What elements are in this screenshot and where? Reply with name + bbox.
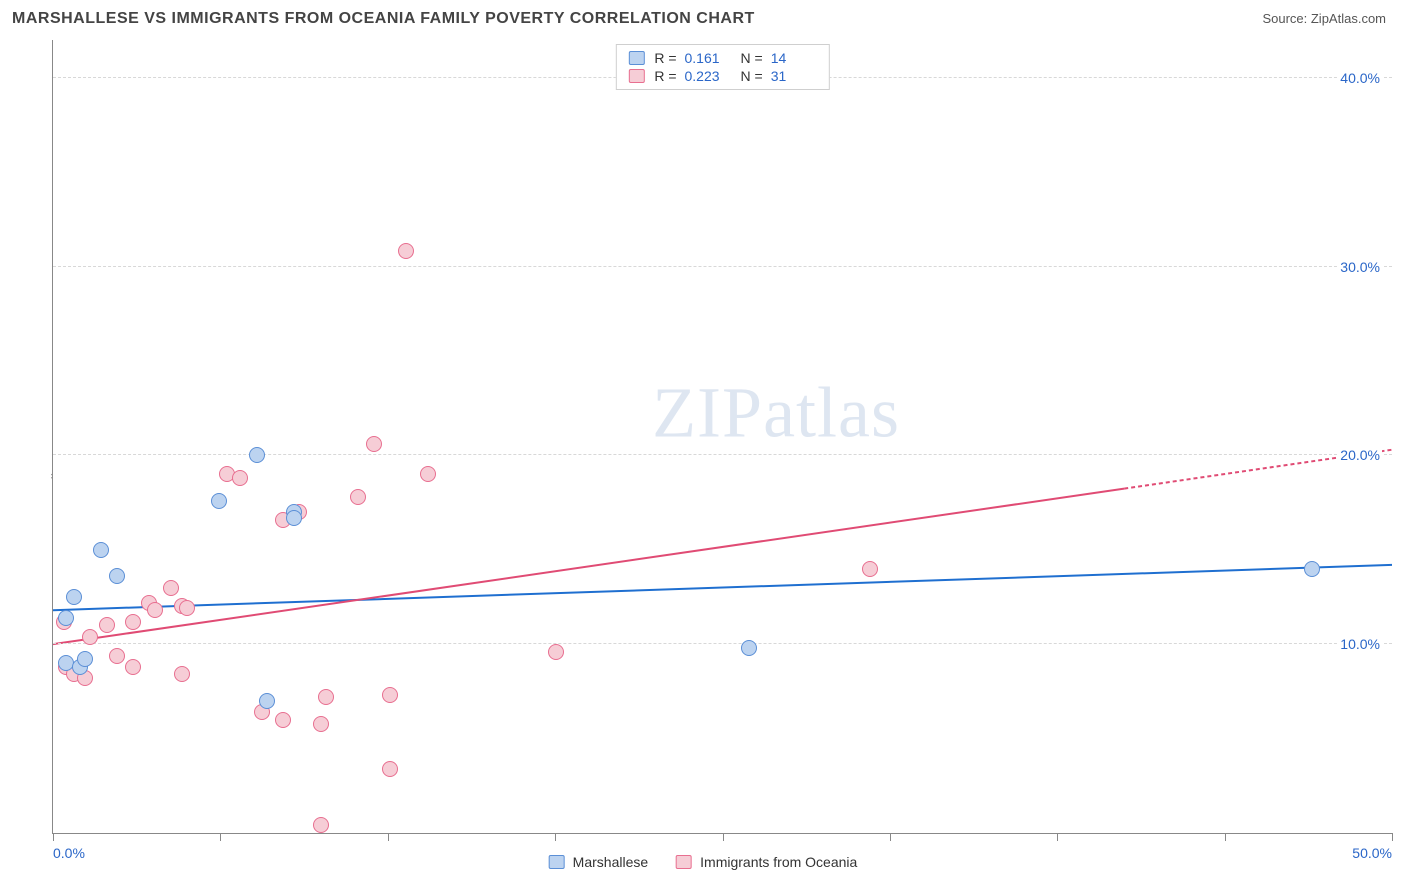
data-point (350, 489, 366, 505)
data-point (259, 693, 275, 709)
data-point (58, 610, 74, 626)
data-point (179, 600, 195, 616)
watermark: ZIPatlas (652, 371, 900, 454)
n-value-1: 31 (771, 68, 817, 84)
correlation-legend: R = 0.161 N = 14 R = 0.223 N = 31 (615, 44, 829, 90)
x-tick (220, 833, 221, 841)
data-point (398, 243, 414, 259)
n-label: N = (741, 68, 763, 84)
swatch-series-1 (676, 855, 692, 869)
y-tick-label: 40.0% (1338, 70, 1382, 86)
r-label: R = (654, 50, 676, 66)
y-tick-label: 10.0% (1338, 636, 1382, 652)
r-value-0: 0.161 (685, 50, 731, 66)
data-point (109, 568, 125, 584)
data-point (313, 817, 329, 833)
source-attribution: Source: ZipAtlas.com (1262, 11, 1386, 26)
data-point (66, 589, 82, 605)
data-point (1304, 561, 1320, 577)
r-label: R = (654, 68, 676, 84)
series-legend: Marshallese Immigrants from Oceania (549, 854, 858, 870)
x-tick (890, 833, 891, 841)
legend-row: R = 0.223 N = 31 (628, 67, 816, 85)
gridline (53, 643, 1392, 644)
r-value-1: 0.223 (685, 68, 731, 84)
data-point (382, 761, 398, 777)
chart-title: MARSHALLESE VS IMMIGRANTS FROM OCEANIA F… (12, 10, 755, 28)
data-point (125, 614, 141, 630)
x-tick-label: 50.0% (1352, 845, 1392, 861)
x-tick (53, 833, 54, 841)
chart-container: Family Poverty ZIPatlas R = 0.161 N = 14… (14, 40, 1392, 882)
x-tick (1057, 833, 1058, 841)
data-point (147, 602, 163, 618)
x-tick (1225, 833, 1226, 841)
n-value-0: 14 (771, 50, 817, 66)
y-tick-label: 30.0% (1338, 259, 1382, 275)
legend-label-0: Marshallese (573, 854, 648, 870)
data-point (174, 666, 190, 682)
plot-area: ZIPatlas R = 0.161 N = 14 R = 0.223 N = … (52, 40, 1392, 834)
data-point (275, 712, 291, 728)
data-point (313, 716, 329, 732)
n-label: N = (741, 50, 763, 66)
data-point (232, 470, 248, 486)
data-point (125, 659, 141, 675)
data-point (77, 651, 93, 667)
x-tick (388, 833, 389, 841)
swatch-series-0 (628, 51, 644, 65)
legend-item: Marshallese (549, 854, 648, 870)
watermark-zip: ZIP (652, 372, 763, 452)
x-tick (723, 833, 724, 841)
data-point (109, 648, 125, 664)
data-point (548, 644, 564, 660)
data-point (211, 493, 227, 509)
y-tick-label: 20.0% (1338, 447, 1382, 463)
data-point (382, 687, 398, 703)
data-point (249, 447, 265, 463)
data-point (82, 629, 98, 645)
x-tick (555, 833, 556, 841)
legend-label-1: Immigrants from Oceania (700, 854, 857, 870)
legend-item: Immigrants from Oceania (676, 854, 857, 870)
data-point (862, 561, 878, 577)
data-point (99, 617, 115, 633)
watermark-atlas: atlas (763, 372, 900, 452)
data-point (93, 542, 109, 558)
gridline (53, 266, 1392, 267)
data-point (741, 640, 757, 656)
data-point (163, 580, 179, 596)
swatch-series-1 (628, 69, 644, 83)
data-point (286, 510, 302, 526)
x-tick-label: 0.0% (53, 845, 85, 861)
swatch-series-0 (549, 855, 565, 869)
legend-row: R = 0.161 N = 14 (628, 49, 816, 67)
data-point (420, 466, 436, 482)
data-point (366, 436, 382, 452)
x-tick (1392, 833, 1393, 841)
data-point (318, 689, 334, 705)
